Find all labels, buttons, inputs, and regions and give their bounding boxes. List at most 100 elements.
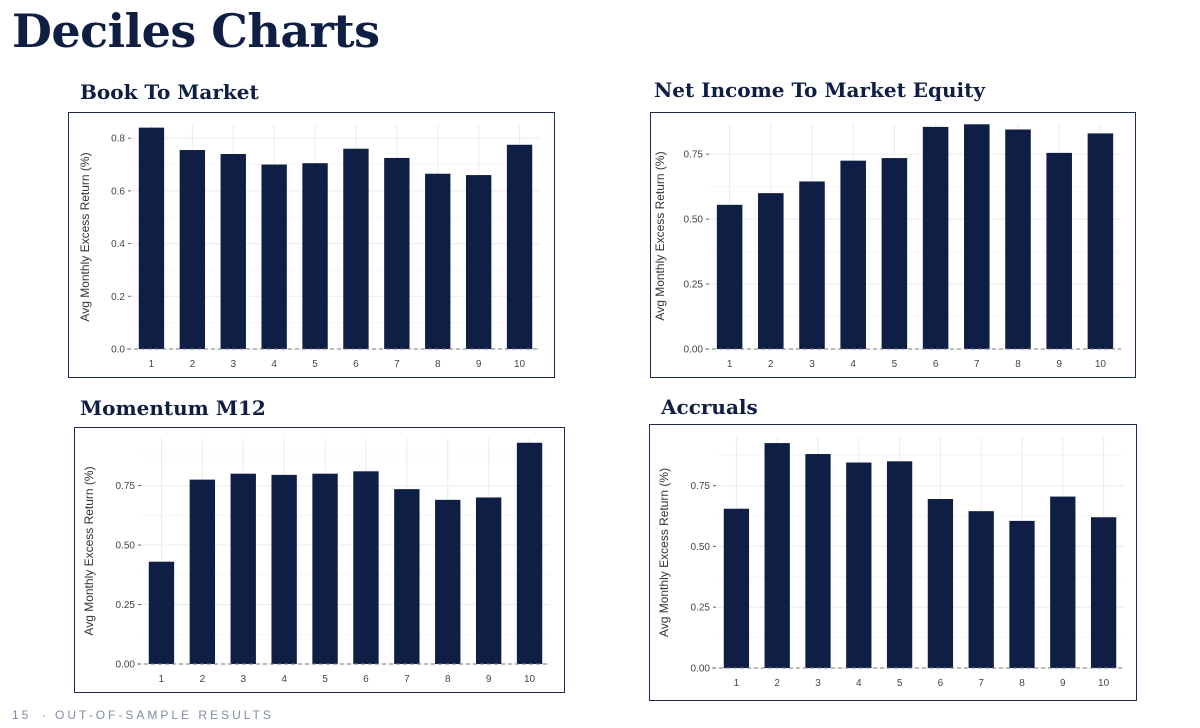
x-tick-label: 6 (933, 359, 939, 370)
x-tick-label: 3 (815, 678, 821, 689)
x-tick-label: 7 (394, 359, 400, 370)
x-tick-label: 3 (809, 359, 815, 370)
bar-8 (1009, 520, 1035, 668)
bar-2 (179, 150, 206, 349)
y-axis-label: Avg Monthly Excess Return (%) (653, 151, 667, 320)
chart-title-book-to-market: Book To Market (80, 80, 259, 104)
chart-net-income: 0.00 0.25 0.50 0.75 1 2 3 4 5 6 7 8 9 10 Avg Monthly E… (650, 112, 1136, 378)
x-tick-label: 4 (850, 359, 856, 370)
bar-8 (425, 173, 451, 349)
y-tick-label: 0.50 (684, 215, 704, 226)
bar-10 (516, 442, 543, 664)
y-tick-label: 0.4 (111, 239, 125, 250)
bar-6 (343, 148, 369, 349)
bar-8 (435, 499, 461, 664)
bar-2 (758, 193, 784, 349)
chart-book-to-market: 0.0 0.2 0.4 0.6 0.8 1 2 3 4 5 6 7 8 9 10 Avg Monthly Ex… (68, 112, 555, 378)
chart-title-accruals: Accruals (661, 395, 758, 419)
chart-svg-book-to-market: 0.0 0.2 0.4 0.6 0.8 1 2 3 4 5 6 7 8 9 10 Avg Monthly Ex… (78, 125, 540, 370)
bar-4 (840, 160, 866, 349)
y-tick-label: 0.00 (691, 664, 711, 675)
x-tick-label: 8 (435, 359, 441, 370)
y-tick-label: 0.25 (684, 280, 704, 291)
bar-7 (968, 511, 994, 668)
bar-7 (384, 157, 410, 349)
bar-2 (764, 443, 790, 668)
x-tick-label: 4 (856, 678, 862, 689)
bar-3 (805, 454, 831, 668)
x-tick-label: 2 (774, 678, 780, 689)
bar-4 (271, 474, 297, 664)
bar-3 (799, 181, 825, 349)
x-tick-label: 5 (892, 359, 898, 370)
x-tick-label: 10 (514, 359, 526, 370)
footer-label: OUT-OF-SAMPLE RESULTS (55, 708, 274, 722)
bar-7 (394, 489, 420, 664)
bar-9 (475, 497, 502, 664)
x-tick-label: 3 (240, 674, 246, 685)
chart-title-momentum: Momentum M12 (80, 396, 266, 420)
bar-8 (1005, 129, 1031, 349)
y-tick-label: 0.00 (116, 660, 136, 671)
x-tick-label: 4 (281, 674, 287, 685)
chart-accruals: 0.00 0.25 0.50 0.75 1 2 3 4 5 6 7 8 9 10 Avg Monthly E… (649, 424, 1137, 701)
x-tick-label: 1 (159, 674, 165, 685)
y-tick-label: 0.50 (116, 541, 136, 552)
bar-5 (881, 158, 908, 349)
bar-4 (261, 164, 287, 349)
bar-3 (230, 473, 256, 664)
bar-6 (922, 126, 949, 350)
x-tick-label: 7 (978, 678, 984, 689)
footer: 15 · OUT-OF-SAMPLE RESULTS (12, 708, 274, 722)
y-axis-label: Avg Monthly Excess Return (%) (657, 468, 671, 637)
bar-1 (716, 204, 743, 349)
y-tick-label: 0.6 (111, 186, 125, 197)
y-axis-label: Avg Monthly Excess Return (%) (82, 466, 96, 635)
chart-svg-net-income: 0.00 0.25 0.50 0.75 1 2 3 4 5 6 7 8 9 10 Avg Monthly E… (653, 123, 1121, 370)
bar-9 (465, 175, 492, 349)
y-tick-label: 0.2 (111, 292, 125, 303)
y-axis-label: Avg Monthly Excess Return (%) (78, 152, 92, 321)
x-tick-label: 9 (1056, 359, 1062, 370)
bar-3 (220, 153, 246, 349)
x-tick-label: 4 (271, 359, 277, 370)
x-tick-label: 1 (734, 678, 740, 689)
bar-10 (1087, 133, 1114, 349)
bar-1 (138, 127, 165, 350)
x-tick-label: 5 (897, 678, 903, 689)
x-tick-label: 9 (1060, 678, 1066, 689)
x-tick-label: 9 (486, 674, 492, 685)
bar-9 (1046, 152, 1072, 349)
bar-5 (302, 163, 328, 349)
x-tick-label: 6 (938, 678, 944, 689)
x-tick-label: 8 (445, 674, 451, 685)
x-tick-label: 1 (727, 359, 733, 370)
y-tick-label: 0.75 (116, 481, 136, 492)
x-tick-label: 6 (363, 674, 369, 685)
chart-svg-accruals: 0.00 0.25 0.50 0.75 1 2 3 4 5 6 7 8 9 10 Avg Monthly E… (657, 437, 1124, 689)
y-tick-label: 0.25 (691, 603, 711, 614)
bar-10 (1090, 517, 1117, 668)
x-tick-label: 2 (200, 674, 206, 685)
y-tick-label: 0.75 (691, 481, 711, 492)
y-tick-label: 0.0 (111, 345, 125, 356)
bar-10 (506, 144, 533, 349)
x-tick-label: 8 (1015, 359, 1021, 370)
bar-9 (1050, 496, 1076, 668)
y-tick-label: 0.00 (684, 345, 704, 356)
x-tick-label: 9 (476, 359, 482, 370)
chart-svg-momentum: 0.00 0.25 0.50 0.75 1 2 3 4 5 6 7 8 9 10 Avg Monthly E… (82, 438, 550, 685)
x-tick-label: 6 (353, 359, 359, 370)
x-tick-label: 10 (524, 674, 536, 685)
x-tick-label: 2 (190, 359, 196, 370)
x-tick-label: 10 (1098, 678, 1110, 689)
x-tick-label: 5 (322, 674, 328, 685)
x-tick-label: 7 (404, 674, 410, 685)
bar-7 (964, 124, 990, 349)
bar-1 (148, 561, 175, 664)
page-title: Deciles Charts (12, 4, 380, 58)
y-tick-label: 0.25 (116, 600, 136, 611)
x-tick-label: 5 (312, 359, 318, 370)
x-tick-label: 1 (149, 359, 155, 370)
y-tick-label: 0.8 (111, 134, 125, 145)
